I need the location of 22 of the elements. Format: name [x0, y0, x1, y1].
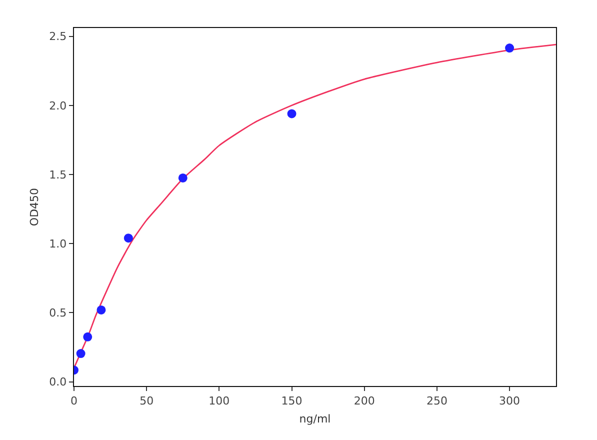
x-axis-title: ng/ml	[299, 412, 331, 426]
point	[96, 305, 106, 314]
point	[178, 173, 188, 182]
x-tick-label: 150	[281, 394, 302, 408]
x-tick-label: 50	[140, 394, 154, 408]
point	[505, 44, 514, 53]
x-tick-label: 200	[354, 394, 375, 408]
y-tick-label: 1.0	[49, 237, 67, 250]
y-axis-title: OD450	[28, 188, 41, 226]
point	[76, 349, 86, 358]
y-tick-label: 2.5	[49, 30, 67, 44]
y-tick-label: 1.5	[49, 168, 67, 182]
y-tick-label: 2.0	[49, 99, 67, 112]
y-tick-label: 0.0	[49, 376, 67, 389]
y-tick-label: 0.5	[49, 306, 67, 320]
x-tick-label: 0	[70, 394, 78, 408]
x-tick-label: 100	[208, 394, 230, 408]
point	[124, 234, 133, 243]
point	[83, 332, 92, 342]
point	[287, 109, 296, 118]
x-tick-label: 250	[426, 394, 448, 408]
x-tick-label: 300	[499, 394, 520, 408]
